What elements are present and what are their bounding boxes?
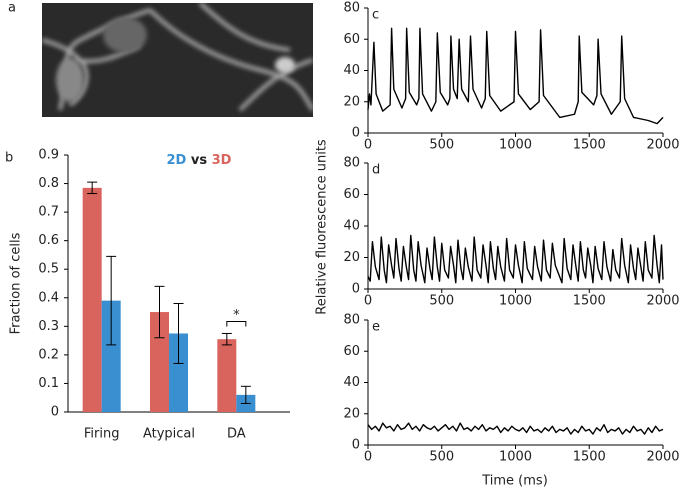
x-tick-label: 2000 bbox=[646, 450, 679, 465]
x-axis-label: Time (ms) bbox=[481, 474, 548, 489]
y-tick-label: 60 bbox=[343, 32, 360, 47]
y-tick-label: 20 bbox=[343, 406, 360, 421]
x-tick-label: 0 bbox=[364, 450, 372, 465]
x-tick-label: 2000 bbox=[646, 294, 679, 309]
y-tick-label: 20 bbox=[343, 94, 360, 109]
y-tick-label: 0.6 bbox=[38, 233, 59, 248]
x-tick-label: 1000 bbox=[499, 138, 532, 153]
y-tick-label: 0.8 bbox=[38, 176, 59, 191]
panel-label: e bbox=[372, 320, 380, 335]
y-tick-label: 0 bbox=[352, 282, 360, 297]
legend-joiner: vs bbox=[191, 153, 207, 168]
y-tick-label: 80 bbox=[343, 313, 360, 328]
bar bbox=[217, 339, 237, 412]
bar bbox=[150, 312, 169, 412]
x-tick-label: Firing bbox=[84, 427, 120, 442]
x-tick-label: DA bbox=[227, 427, 246, 442]
legend-entry: 3D bbox=[212, 153, 232, 168]
y-tick-label: 0 bbox=[352, 438, 360, 453]
x-tick-label: 0 bbox=[364, 294, 372, 309]
x-tick-label: 1500 bbox=[573, 138, 606, 153]
y-tick-label: 0.4 bbox=[38, 290, 59, 305]
y-tick-label: 0 bbox=[352, 126, 360, 141]
panel-label: b bbox=[5, 151, 13, 166]
x-tick-label: 1000 bbox=[499, 294, 532, 309]
y-tick-label: 80 bbox=[343, 156, 360, 171]
bar bbox=[101, 300, 121, 412]
significance-bracket bbox=[226, 320, 247, 327]
micrograph bbox=[42, 3, 313, 117]
x-tick-label: 500 bbox=[429, 294, 454, 309]
y-tick-label: 0.2 bbox=[38, 347, 59, 362]
bar bbox=[169, 333, 188, 412]
y-tick-label: 40 bbox=[343, 63, 360, 78]
x-tick-label: 2000 bbox=[646, 138, 679, 153]
panel-label: c bbox=[372, 8, 379, 23]
y-tick-label: 80 bbox=[343, 1, 360, 16]
legend: 2D vs 3D bbox=[167, 153, 232, 168]
error-bar bbox=[154, 285, 165, 339]
y-tick-label: 0 bbox=[51, 405, 59, 420]
error-bar bbox=[221, 332, 232, 346]
error-bar bbox=[106, 255, 117, 346]
y-tick-label: 60 bbox=[343, 187, 360, 202]
trace bbox=[367, 27, 664, 125]
annotation: * bbox=[233, 308, 240, 323]
y-tick-label: 0.9 bbox=[38, 148, 59, 163]
panel-label: a bbox=[8, 1, 16, 16]
panel-label: d bbox=[372, 163, 380, 178]
legend-entry: 2D bbox=[167, 153, 187, 168]
y-tick-label: 40 bbox=[343, 375, 360, 390]
y-tick-label: 0.3 bbox=[38, 319, 59, 334]
error-bar bbox=[87, 181, 98, 195]
trace bbox=[367, 234, 664, 284]
y-axis-label: Fraction of cells bbox=[9, 232, 24, 334]
y-axis-label: Relative fluorescence units bbox=[315, 139, 330, 315]
x-tick-label: 1500 bbox=[573, 294, 606, 309]
trace bbox=[367, 422, 664, 435]
y-tick-label: 0.5 bbox=[38, 262, 59, 277]
y-tick-label: 20 bbox=[343, 250, 360, 265]
y-tick-label: 60 bbox=[343, 344, 360, 359]
x-tick-label: Atypical bbox=[143, 427, 195, 442]
x-tick-label: 0 bbox=[364, 138, 372, 153]
error-bar bbox=[240, 385, 251, 404]
x-tick-label: 500 bbox=[429, 138, 454, 153]
x-tick-label: 500 bbox=[429, 450, 454, 465]
error-bar bbox=[173, 302, 184, 364]
x-tick-label: 1000 bbox=[499, 450, 532, 465]
x-tick-label: 1500 bbox=[573, 450, 606, 465]
y-tick-label: 0.7 bbox=[38, 205, 59, 220]
y-tick-label: 40 bbox=[343, 219, 360, 234]
bar bbox=[82, 187, 102, 412]
y-tick-label: 0.1 bbox=[38, 376, 59, 391]
